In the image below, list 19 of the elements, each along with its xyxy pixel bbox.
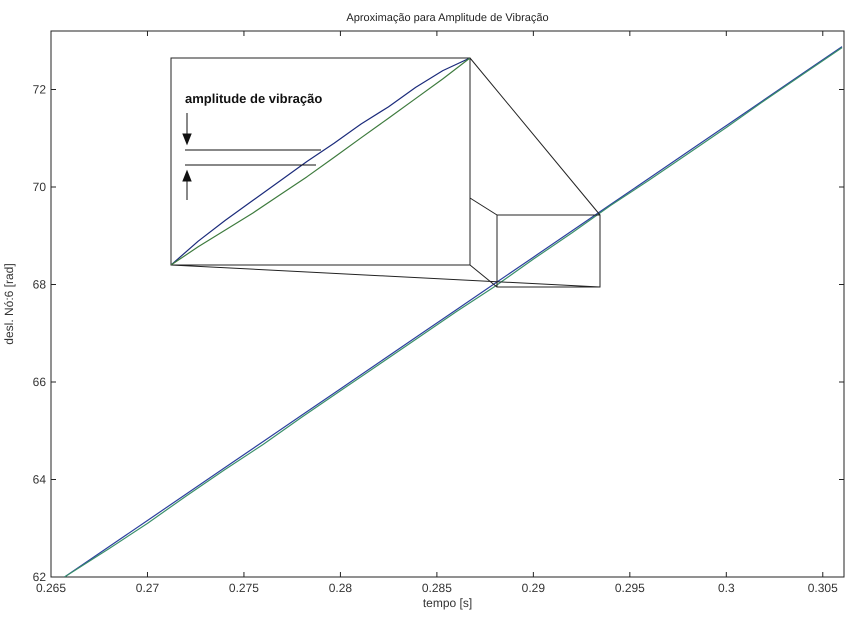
x-tick-label: 0.27 — [136, 581, 160, 595]
y-tick-label: 62 — [32, 570, 46, 584]
x-tick-label: 0.305 — [808, 581, 838, 595]
x-tick-label: 0.295 — [614, 581, 646, 595]
annotation: amplitude de vibração — [185, 91, 322, 106]
x-tick-label: 0.265 — [36, 581, 66, 595]
x-axis-title: tempo [s] — [422, 596, 472, 610]
y-axis-title: desl. Nó:6 [rad] — [2, 263, 16, 345]
y-tick-label: 72 — [32, 82, 46, 96]
x-tick-label: 0.3 — [718, 581, 735, 595]
y-tick-label: 70 — [32, 180, 46, 194]
x-tick-label: 0.29 — [522, 581, 546, 595]
x-tick-label: 0.28 — [328, 581, 352, 595]
y-tick-label: 66 — [32, 375, 46, 389]
y-tick-label: 64 — [32, 472, 46, 486]
x-tick-label: 0.285 — [422, 581, 452, 595]
chart-title: Aproximação para Amplitude de Vibração — [346, 12, 549, 24]
x-tick-label: 0.275 — [228, 581, 260, 595]
y-tick-label: 68 — [32, 278, 46, 292]
